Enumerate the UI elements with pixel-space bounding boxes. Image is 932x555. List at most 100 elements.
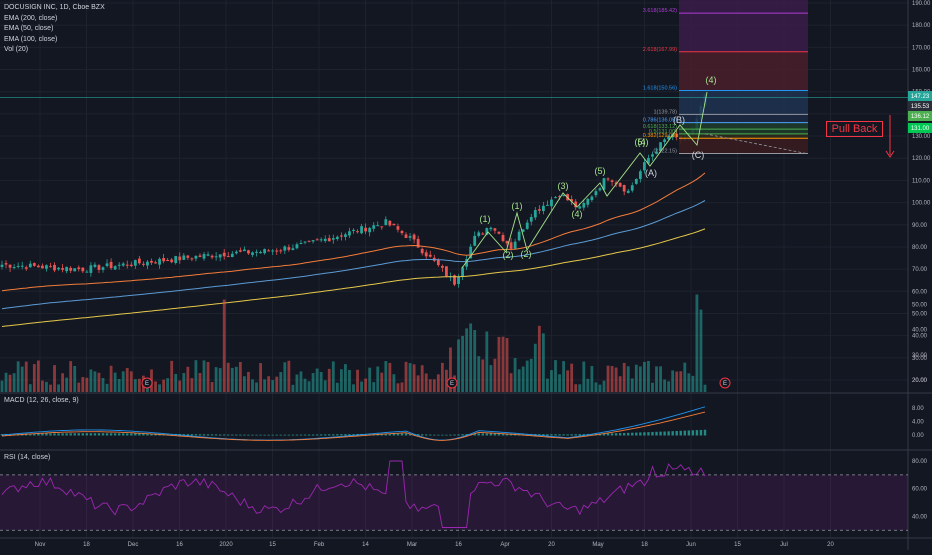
volume-bar: [376, 366, 380, 392]
macd-histogram-bar: [227, 434, 230, 436]
time-tick-label: 20: [827, 542, 834, 548]
volume-bar: [485, 331, 489, 392]
symbol-title[interactable]: DOCUSIGN INC, 1D, Cboe BZX: [4, 4, 105, 11]
volume-bar: [396, 383, 400, 392]
volume-bar: [20, 366, 24, 392]
fib-zone: [679, 122, 808, 130]
candle-body: [210, 255, 214, 258]
volume-bar: [675, 371, 679, 392]
price-tick-label: 20.00: [912, 378, 928, 384]
candle-body: [190, 258, 194, 260]
macd-histogram-bar: [113, 433, 117, 436]
volume-bar: [590, 366, 594, 392]
ema200-line: [1, 228, 706, 327]
volume-bar: [465, 328, 469, 392]
candle-body: [546, 204, 549, 206]
volume-bar: [368, 367, 372, 392]
candle-body: [53, 264, 56, 271]
volume-bar: [101, 377, 105, 392]
macd-histogram-bar: [602, 433, 606, 436]
volume-bar: [642, 361, 646, 392]
elliott-wave-line: [461, 91, 708, 269]
volume-bar: [537, 325, 541, 392]
volume-legend[interactable]: Vol (20): [4, 46, 29, 53]
macd-histogram-bar: [627, 432, 630, 436]
volume-bar: [206, 362, 210, 392]
fib-zone: [679, 51, 808, 91]
price-tick-label: 60.00: [912, 289, 928, 295]
macd-histogram-bar: [453, 434, 456, 436]
ema50-legend[interactable]: EMA (50, close): [4, 25, 54, 32]
macd-histogram-bar: [194, 434, 198, 436]
macd-histogram-bar: [85, 433, 89, 436]
macd-histogram-bar: [89, 433, 93, 436]
candle-body: [453, 275, 456, 285]
candle-body: [364, 227, 368, 232]
volume-bar: [331, 361, 335, 392]
candle-body: [344, 234, 347, 237]
macd-histogram-bar: [412, 433, 416, 436]
candle-body: [271, 250, 275, 252]
volume-bar: [695, 294, 699, 392]
candle-body: [166, 260, 170, 262]
macd-histogram-bar: [505, 433, 509, 436]
candle-body: [400, 230, 404, 234]
ema200-legend[interactable]: EMA (200, close): [4, 14, 58, 22]
volume-bar: [667, 381, 671, 392]
volume-bar: [238, 362, 242, 392]
macd-histogram-bar: [606, 433, 610, 436]
candle-body: [222, 252, 226, 257]
macd-legend[interactable]: MACD (12, 26, close, 9): [4, 397, 79, 404]
volume-bar: [174, 373, 178, 392]
ema100-legend[interactable]: EMA (100, close): [4, 35, 58, 43]
candle-body: [101, 267, 105, 270]
macd-histogram-bar: [311, 434, 315, 436]
macd-histogram-bar: [635, 432, 638, 436]
time-tick-label: Nov: [35, 542, 46, 548]
fib-level-label: 0.5(131.00): [649, 129, 677, 135]
macd-histogram-bar: [319, 434, 323, 436]
macd-histogram-bar: [493, 433, 497, 436]
volume-bar: [618, 376, 622, 392]
rsi-legend[interactable]: RSI (14, close): [4, 454, 51, 461]
candle-body: [295, 244, 299, 249]
price-badge-label: 147.23: [911, 94, 930, 100]
candle-body: [376, 225, 380, 227]
volume-bar: [57, 384, 60, 392]
volume-bar: [626, 366, 630, 392]
candle-body: [570, 199, 574, 202]
volume-bar: [255, 382, 258, 392]
candle-body: [424, 252, 428, 257]
volume-bar: [218, 368, 222, 392]
macd-histogram-bar: [275, 434, 278, 436]
macd-histogram-bar: [651, 431, 654, 436]
candle-body: [20, 265, 24, 267]
volume-bar: [372, 382, 376, 392]
candle-body: [675, 133, 679, 138]
fib-level-label: 1(139.78): [653, 109, 677, 115]
volume-bar: [162, 379, 166, 392]
candle-body: [243, 249, 246, 252]
volume-bar: [287, 360, 291, 392]
candle-body: [473, 235, 477, 246]
wave-label: (3): [558, 181, 569, 191]
macd-histogram-bar: [295, 434, 299, 436]
price-tick-label: 120.00: [912, 156, 931, 162]
volume-bar: [190, 378, 194, 392]
volume-bar: [546, 378, 549, 392]
macd-histogram-bar: [299, 434, 303, 436]
time-tick-label: May: [592, 542, 603, 548]
wave-label: (2): [521, 249, 532, 259]
macd-histogram-bar: [263, 434, 266, 436]
volume-bar: [77, 382, 81, 392]
macd-histogram-bar: [150, 433, 153, 436]
candle-body: [4, 263, 8, 265]
macd-histogram-bar: [449, 434, 452, 436]
projection-line: [704, 133, 809, 155]
candle-body: [408, 236, 412, 238]
macd-histogram-bar: [574, 434, 577, 436]
volume-bar: [525, 360, 529, 392]
volume-bar: [364, 378, 368, 392]
